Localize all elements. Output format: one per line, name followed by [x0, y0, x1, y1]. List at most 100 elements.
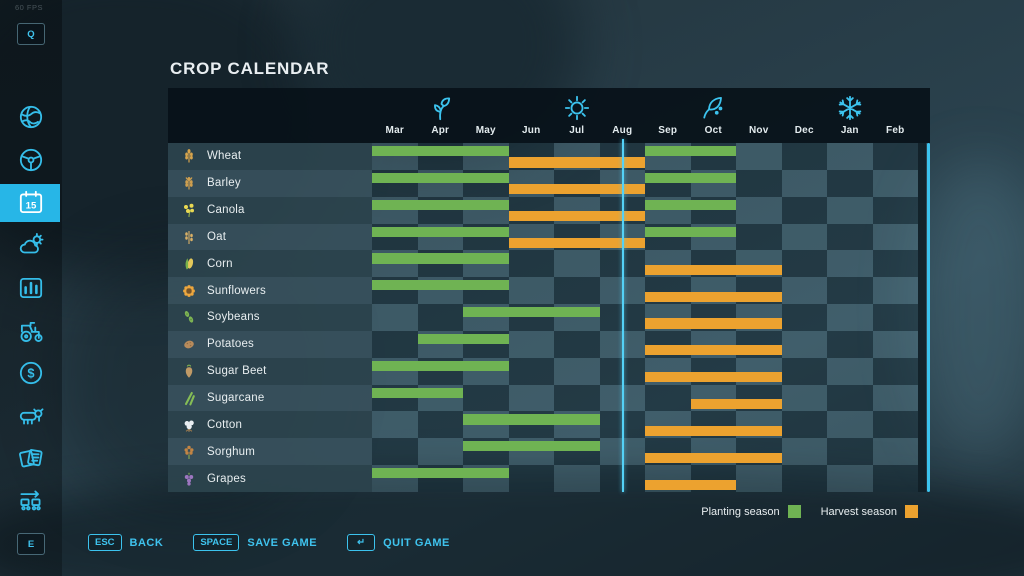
calendar-cell [781, 357, 827, 385]
crop-row: Potatoes [168, 330, 930, 358]
calendar-cell [827, 304, 873, 331]
planting-bar [372, 146, 509, 157]
sidebar-item-contracts[interactable] [11, 438, 51, 478]
sidebar-hotkey-q[interactable]: Q [17, 23, 45, 45]
svg-text:15: 15 [26, 200, 37, 211]
grid-right-strip [918, 250, 926, 278]
harvest-bar [645, 318, 782, 329]
calendar-cell [736, 223, 782, 251]
crop-row: Sugarcane [168, 384, 930, 412]
legend-item: Harvest season [821, 505, 918, 518]
calendar-cell [554, 330, 600, 358]
calendar-cell [872, 196, 918, 224]
crop-label-cell: Oat [168, 223, 372, 251]
back-button[interactable]: ESC BACK [88, 534, 163, 551]
soybean-icon [181, 309, 197, 325]
sidebar-item-finances[interactable]: $ [11, 353, 51, 393]
bar-chart-icon [16, 273, 46, 303]
crop-label-cell: Sorghum [168, 438, 372, 466]
legend-label: Harvest season [820, 505, 897, 518]
crop-row: Wheat [168, 143, 930, 170]
calendar-cell [827, 277, 873, 305]
keycap-↵: ↵ [347, 534, 376, 551]
grapes-icon [181, 471, 197, 487]
calendar-cell [872, 169, 918, 197]
month-label: Sep [658, 125, 678, 136]
crop-row: Sorghum [168, 438, 930, 466]
footer-buttons: ESC BACK SPACE SAVE GAME ↵ QUIT GAME [88, 534, 450, 551]
calendar-cell [736, 465, 782, 492]
planting-bar [372, 226, 509, 237]
legend: Planting season Harvest season [701, 505, 918, 518]
button-label: SAVE GAME [247, 536, 318, 549]
production-chain-icon [16, 485, 46, 515]
harvest-bar [508, 211, 645, 222]
crop-label-cell: Sunflowers [168, 277, 372, 305]
sidebar-item-calendar[interactable]: 15 [11, 183, 51, 223]
crop-name: Grapes [207, 472, 246, 485]
planting-bar [372, 387, 463, 398]
sidebar-item-animals[interactable] [11, 396, 51, 436]
crop-label-cell: Canola [168, 196, 372, 224]
active-tab-highlight [0, 184, 60, 222]
calendar-cell [372, 330, 418, 358]
calendar-cell [508, 384, 554, 412]
sidebar-item-statistics[interactable] [11, 268, 51, 308]
sprout-icon [424, 92, 456, 124]
save-game-button[interactable]: SPACE SAVE GAME [193, 534, 317, 551]
calendar-cell [827, 143, 873, 170]
calendar-cell [827, 384, 873, 412]
crop-label-cell: Sugarcane [168, 384, 372, 412]
sidebar-item-garage[interactable] [11, 311, 51, 351]
cotton-icon [181, 417, 197, 433]
planting-bar [645, 146, 736, 157]
legend-label: Planting season [701, 505, 780, 518]
planting-bar [372, 199, 509, 210]
calendar-cell [827, 169, 873, 197]
sun-icon [561, 92, 593, 124]
cow-icon [16, 401, 46, 431]
oat-icon [181, 229, 197, 245]
calendar-cell [781, 465, 827, 492]
quit-game-button[interactable]: ↵ QUIT GAME [347, 534, 450, 551]
grid-right-strip [918, 330, 926, 358]
calendar-cell [554, 465, 600, 492]
harvest-bar [508, 237, 645, 249]
calendar-cell [781, 384, 827, 412]
calendar-cell [781, 143, 827, 170]
crop-grid [372, 411, 918, 439]
crop-row: Barley [168, 169, 930, 197]
legend-swatch [787, 505, 801, 518]
planting-bar [372, 172, 509, 184]
month-label: Jan [840, 125, 859, 136]
crop-name: Sunflowers [207, 284, 266, 297]
sidebar-hotkey-e[interactable]: E [17, 533, 45, 555]
calendar-cell [827, 438, 873, 466]
calendar-cell [554, 384, 600, 412]
crop-name: Potatoes [207, 338, 254, 351]
harvest-bar [645, 291, 782, 302]
sidebar-item-weather[interactable] [11, 225, 51, 265]
calendar-cell [827, 357, 873, 385]
falling-leaf-icon [697, 92, 729, 124]
sidebar-item-world[interactable] [11, 97, 51, 137]
sidebar-item-vehicles[interactable] [11, 140, 51, 180]
grid-right-strip [918, 143, 926, 170]
calendar-cell [781, 196, 827, 224]
calendar-cell [872, 465, 918, 492]
calendar-cell [872, 304, 918, 331]
potato-icon [181, 336, 197, 352]
calendar-cell [736, 169, 782, 197]
sidebar-item-production[interactable] [11, 480, 51, 520]
calendar-cell [508, 250, 554, 278]
month-label: Mar [385, 125, 404, 136]
page-title: CROP CALENDAR [170, 59, 330, 78]
calendar-cell [554, 250, 600, 278]
planting-bar [645, 172, 736, 184]
calendar-cell [508, 277, 554, 305]
calendar-cell [463, 384, 509, 412]
sugarcane-icon [181, 390, 197, 406]
wheat-icon [181, 148, 197, 164]
scrollbar[interactable] [927, 143, 930, 492]
calendar-cell [872, 438, 918, 466]
